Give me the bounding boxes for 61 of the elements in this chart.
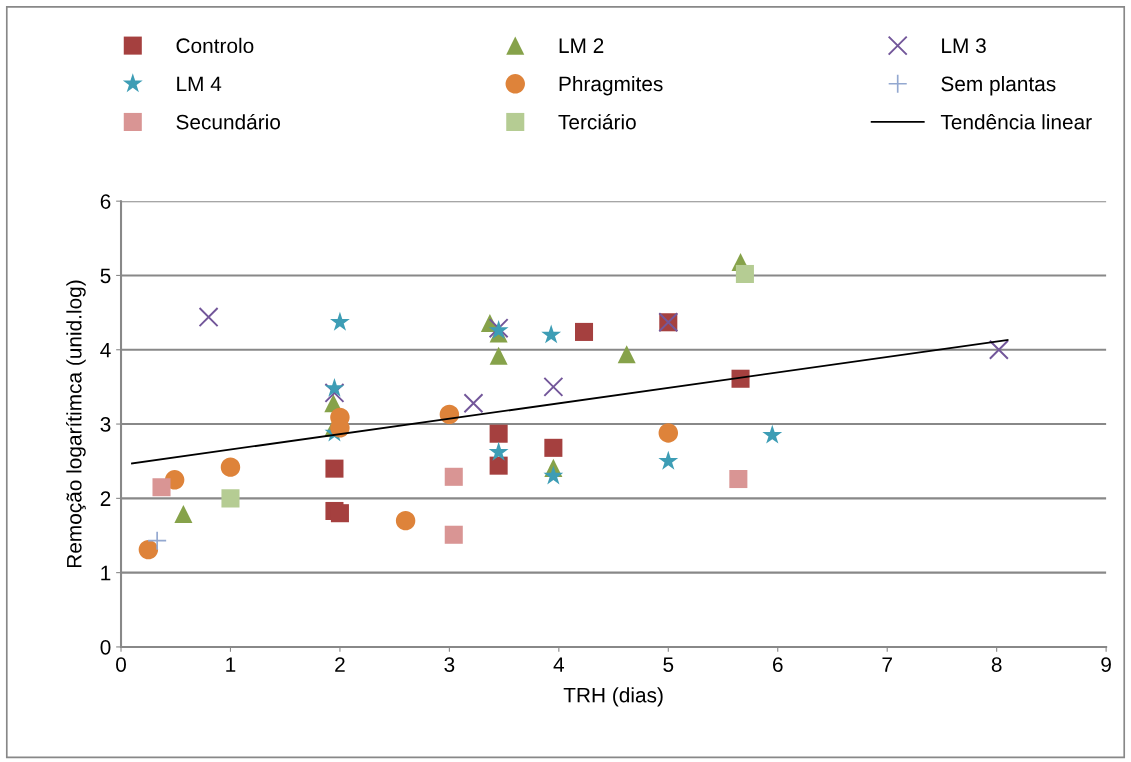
point [147, 530, 168, 551]
point [574, 322, 594, 341]
point [152, 478, 171, 497]
legend-label: Phragmites [559, 75, 663, 96]
x-axis-title: TRH (dias) [563, 687, 663, 707]
y-tick-label: 5 [100, 268, 111, 284]
point [463, 393, 484, 414]
y-tick-label: 1 [101, 565, 111, 581]
point [658, 450, 679, 470]
point [489, 424, 508, 443]
point [735, 264, 754, 284]
point [544, 438, 563, 457]
point [762, 424, 783, 444]
point [617, 345, 636, 364]
x-tick-label: 4 [553, 657, 565, 672]
point [221, 489, 240, 508]
x-tick-label: 1 [226, 657, 236, 672]
point [543, 465, 564, 485]
x-tick-label: 6 [773, 657, 783, 672]
point [174, 504, 193, 523]
point [988, 339, 1009, 360]
x-tick-label: 0 [116, 657, 126, 672]
legend-label: LM 2 [559, 38, 604, 53]
legend-label: Controlo [176, 37, 254, 54]
point [324, 382, 345, 403]
x-tick-label: 2 [335, 657, 345, 672]
point [488, 441, 509, 461]
point [330, 504, 349, 523]
legend-label: Terciário [558, 113, 636, 130]
y-tick-label: 2 [100, 491, 111, 506]
point [731, 369, 750, 388]
point [324, 377, 345, 397]
point [220, 457, 241, 477]
x-tick-label: 5 [663, 657, 674, 672]
point [325, 459, 344, 478]
y-tick-label: 3 [100, 417, 111, 432]
point [444, 467, 463, 486]
point [198, 307, 219, 328]
y-tick-label: 0 [100, 639, 111, 655]
legend-label: Tendência linear [940, 114, 1092, 130]
legend-label: Secundário [176, 113, 281, 130]
point [658, 423, 679, 443]
point [330, 311, 350, 331]
point [543, 376, 564, 397]
y-axis-title: Remoção logarítimca (unid.log) [66, 280, 86, 568]
point [489, 456, 508, 475]
x-tick-label: 3 [444, 657, 455, 672]
legend-label: LM 3 [942, 38, 986, 54]
y-tick-label: 4 [100, 342, 111, 358]
point [489, 346, 508, 365]
x-tick-label: 7 [882, 657, 892, 672]
x-tick-label: 8 [991, 657, 1002, 672]
point [138, 539, 159, 560]
x-tick-label: 9 [1101, 657, 1111, 672]
point [729, 470, 748, 489]
y-tick-label: 6 [100, 194, 111, 209]
point [395, 510, 416, 531]
point [541, 324, 562, 344]
point [444, 525, 463, 544]
legend-label: Sem plantas [941, 75, 1056, 96]
legend-label: LM 4 [177, 76, 222, 92]
